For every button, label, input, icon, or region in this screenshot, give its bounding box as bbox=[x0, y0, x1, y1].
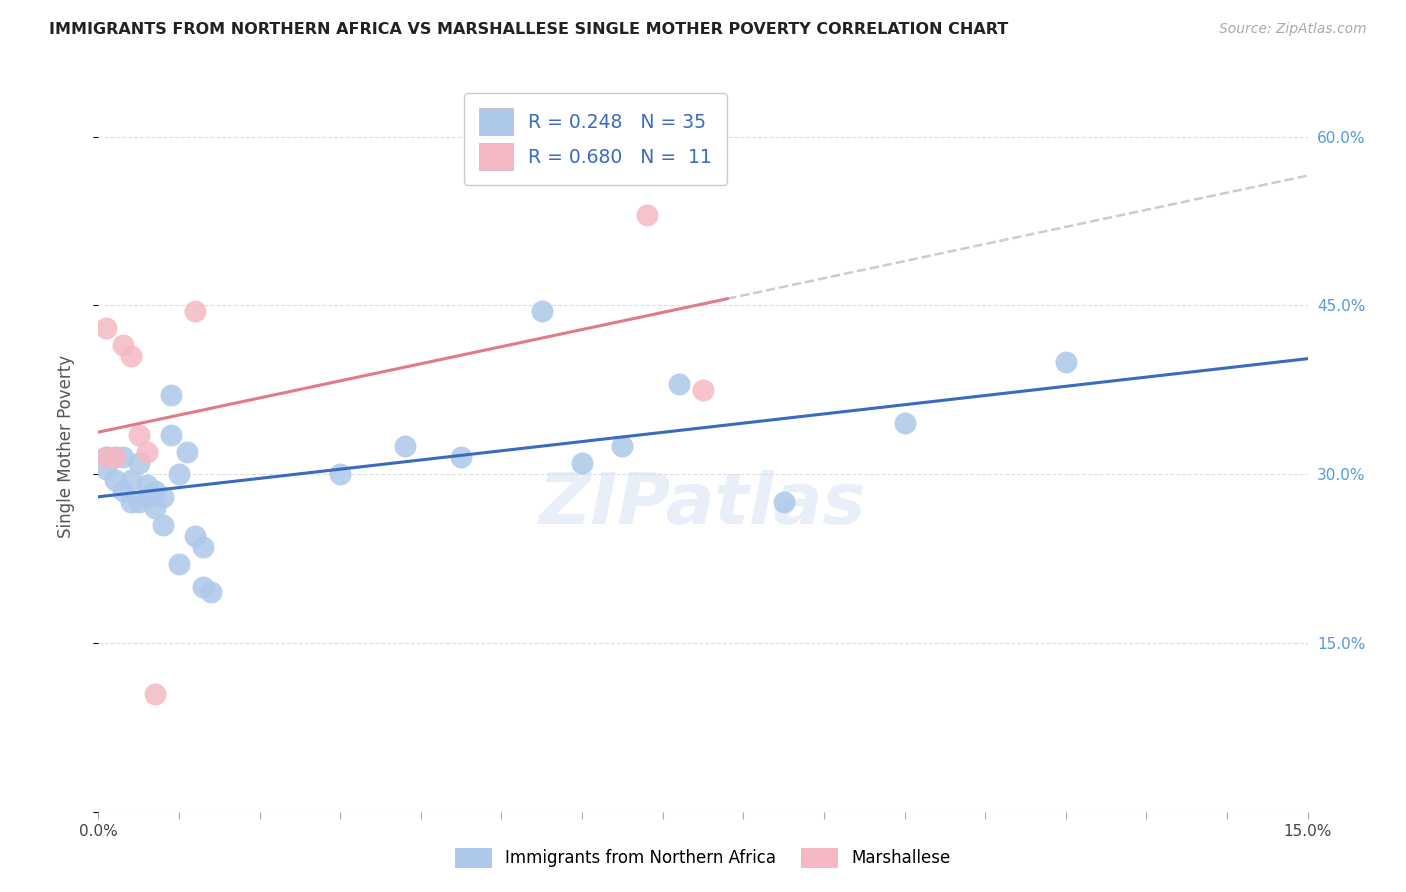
Point bbox=[612, 439, 634, 453]
Point bbox=[96, 461, 118, 475]
Point bbox=[193, 580, 215, 594]
Point bbox=[668, 377, 690, 392]
Y-axis label: Single Mother Poverty: Single Mother Poverty bbox=[56, 354, 75, 538]
Point bbox=[1054, 354, 1077, 368]
Point bbox=[200, 585, 222, 599]
Point bbox=[152, 490, 174, 504]
Point bbox=[184, 304, 207, 318]
Point bbox=[160, 388, 183, 402]
Point bbox=[193, 541, 215, 555]
Text: IMMIGRANTS FROM NORTHERN AFRICA VS MARSHALLESE SINGLE MOTHER POVERTY CORRELATION: IMMIGRANTS FROM NORTHERN AFRICA VS MARSH… bbox=[49, 22, 1008, 37]
Point bbox=[893, 417, 915, 431]
Point bbox=[160, 427, 183, 442]
Legend: Immigrants from Northern Africa, Marshallese: Immigrants from Northern Africa, Marshal… bbox=[449, 841, 957, 875]
Point bbox=[96, 450, 118, 465]
Point bbox=[111, 450, 134, 465]
Point bbox=[450, 450, 472, 465]
Point bbox=[111, 483, 134, 498]
Point bbox=[128, 427, 150, 442]
Point bbox=[394, 439, 416, 453]
Point bbox=[103, 450, 125, 465]
Text: Source: ZipAtlas.com: Source: ZipAtlas.com bbox=[1219, 22, 1367, 37]
Point bbox=[167, 467, 190, 482]
Point bbox=[103, 473, 125, 487]
Point bbox=[135, 444, 157, 458]
Point bbox=[128, 456, 150, 470]
Point bbox=[530, 304, 553, 318]
Point bbox=[120, 473, 142, 487]
Point bbox=[120, 495, 142, 509]
Point bbox=[176, 444, 198, 458]
Point bbox=[111, 337, 134, 351]
Point bbox=[571, 456, 593, 470]
Point bbox=[692, 383, 714, 397]
Point bbox=[329, 467, 352, 482]
Point bbox=[143, 687, 166, 701]
Point bbox=[143, 483, 166, 498]
Point bbox=[120, 349, 142, 363]
Legend: R = 0.248   N = 35, R = 0.680   N =  11: R = 0.248 N = 35, R = 0.680 N = 11 bbox=[464, 94, 727, 185]
Point bbox=[135, 478, 157, 492]
Text: ZIPatlas: ZIPatlas bbox=[540, 470, 866, 539]
Point bbox=[96, 450, 118, 465]
Point bbox=[772, 495, 794, 509]
Point bbox=[184, 529, 207, 543]
Point bbox=[103, 450, 125, 465]
Point bbox=[152, 517, 174, 532]
Point bbox=[128, 495, 150, 509]
Point bbox=[167, 557, 190, 571]
Point bbox=[636, 208, 658, 222]
Point bbox=[96, 321, 118, 335]
Point bbox=[143, 500, 166, 515]
Point bbox=[135, 490, 157, 504]
